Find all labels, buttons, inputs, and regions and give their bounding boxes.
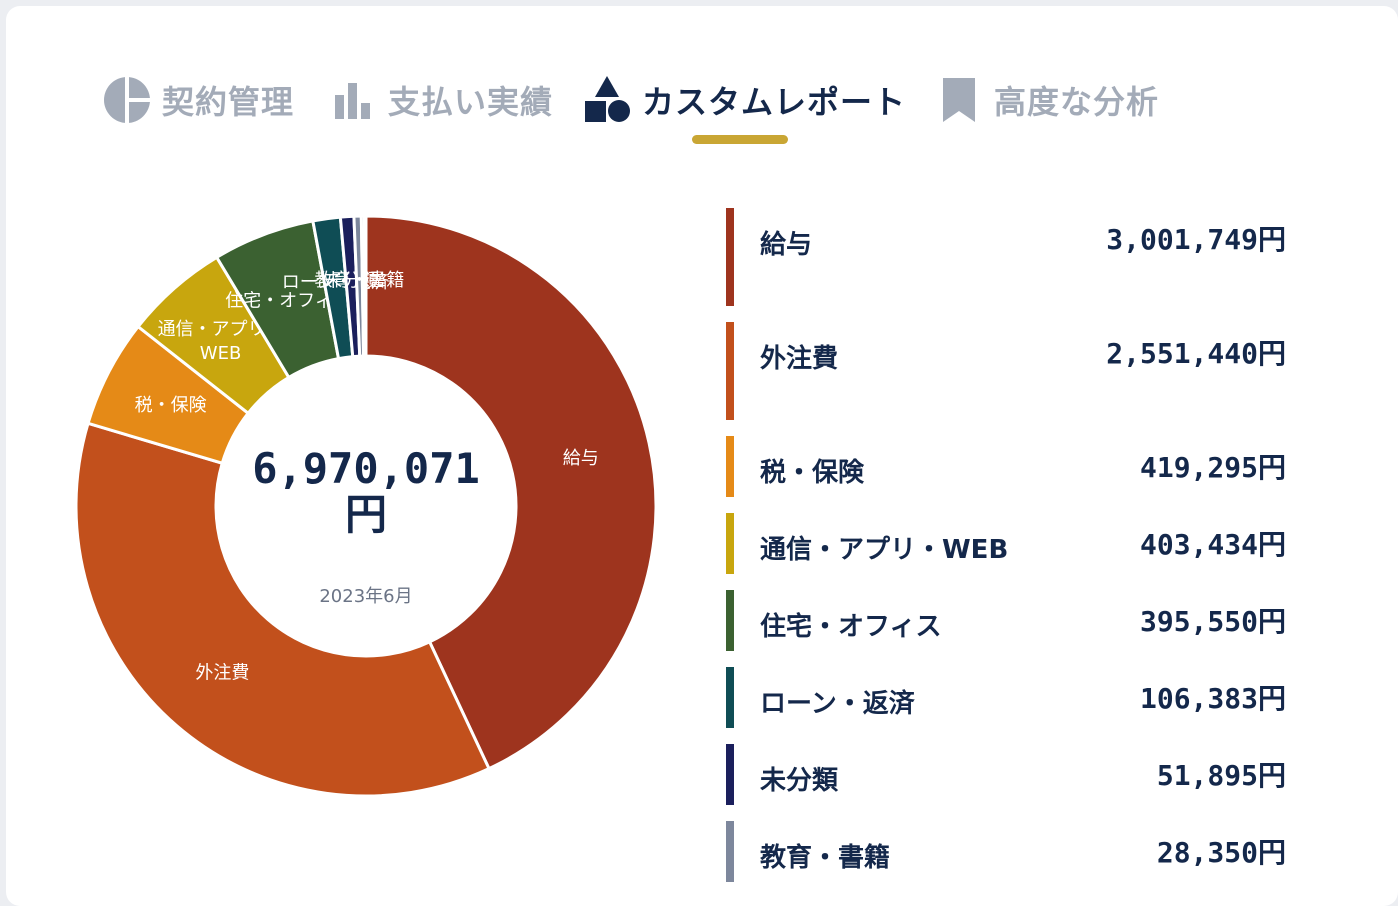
legend-amount: 2,551,440円 xyxy=(1106,337,1286,370)
bookmark-icon xyxy=(934,75,984,125)
legend-color-bar xyxy=(726,590,734,651)
legend-color-bar xyxy=(726,208,734,306)
legend-amount: 28,350円 xyxy=(1156,836,1286,869)
legend-color-bar xyxy=(726,513,734,574)
category-legend: 給与 3,001,749円外注費 2,551,440円税・保険 419,295円通信・… xyxy=(726,208,1296,898)
legend-name: 税・保険 xyxy=(760,458,865,488)
active-tab-indicator xyxy=(692,135,788,144)
legend-amount: 419,295円 xyxy=(1139,451,1286,484)
legend-row[interactable]: 住宅・オフィス 395,550円 xyxy=(726,590,1296,667)
donut-slice[interactable] xyxy=(364,214,658,771)
report-tabs: 契約管理 支払い実績 カスタムレポート xyxy=(6,6,1398,156)
legend-color-bar xyxy=(726,436,734,497)
slice-label: 外注費 xyxy=(195,663,249,684)
tab-label: 契約管理 xyxy=(162,83,295,121)
legend-amount: 395,550円 xyxy=(1139,605,1286,638)
legend-row[interactable]: 外注費 2,551,440円 xyxy=(726,322,1296,436)
tab-payment-history[interactable]: 支払い実績 xyxy=(328,72,553,128)
tab-label: 高度な分析 xyxy=(994,83,1160,121)
report-card: 契約管理 支払い実績 カスタムレポート xyxy=(6,6,1398,906)
legend-name: 住宅・オフィス xyxy=(760,612,942,642)
legend-name: 教育・書籍 xyxy=(760,843,891,873)
tab-contract-management[interactable]: 契約管理 xyxy=(102,72,294,128)
donut-chart: 給与 外注費 税・保険 通信・アプリ・ WEB 住宅・オフィス ローン・返済 未分類 教育・書籍… xyxy=(66,206,666,806)
legend-name: 未分類 xyxy=(760,766,839,796)
legend-row[interactable]: 教育・書籍 28,350円 xyxy=(726,821,1296,898)
slice-label: 通信・アプリ・ WEB xyxy=(158,319,284,364)
legend-color-bar xyxy=(726,821,734,882)
donut-slice[interactable] xyxy=(362,214,368,358)
legend-row[interactable]: 通信・アプリ・WEB 403,434円 xyxy=(726,513,1296,590)
legend-row[interactable]: ローン・返済 106,383円 xyxy=(726,667,1296,744)
slice-label: 住宅・オフィス xyxy=(225,290,351,311)
legend-color-bar xyxy=(726,744,734,805)
slice-label: 教育・書籍 xyxy=(314,270,404,291)
shapes-icon xyxy=(582,75,632,125)
bar-chart-icon xyxy=(328,75,378,125)
pie-chart-icon xyxy=(102,75,152,125)
legend-row[interactable]: 給与 3,001,749円 xyxy=(726,208,1296,322)
slice-label: 税・保険 xyxy=(135,395,207,416)
legend-row[interactable]: 未分類 51,895円 xyxy=(726,744,1296,821)
slice-label: 給与 xyxy=(563,448,599,469)
legend-amount: 106,383円 xyxy=(1139,682,1286,715)
legend-color-bar xyxy=(726,322,734,420)
legend-amount: 3,001,749円 xyxy=(1106,223,1286,256)
legend-row[interactable]: 税・保険 419,295円 xyxy=(726,436,1296,513)
legend-name: 給与 xyxy=(760,230,813,260)
tab-label: カスタムレポート xyxy=(642,83,907,121)
legend-color-bar xyxy=(726,667,734,728)
tab-label: 支払い実績 xyxy=(388,83,554,121)
donut-slice[interactable] xyxy=(74,421,491,798)
total-amount: 6,970,071円 xyxy=(252,444,480,539)
legend-name: 外注費 xyxy=(760,344,839,374)
legend-amount: 403,434円 xyxy=(1139,528,1286,561)
tab-advanced-analysis[interactable]: 高度な分析 xyxy=(934,72,1159,128)
legend-name: ローン・返済 xyxy=(760,689,915,719)
legend-amount: 51,895円 xyxy=(1156,759,1286,792)
report-period: 2023年6月 xyxy=(319,586,413,607)
legend-name: 通信・アプリ・WEB xyxy=(760,535,1009,565)
tab-custom-report[interactable]: カスタムレポート xyxy=(582,72,906,128)
